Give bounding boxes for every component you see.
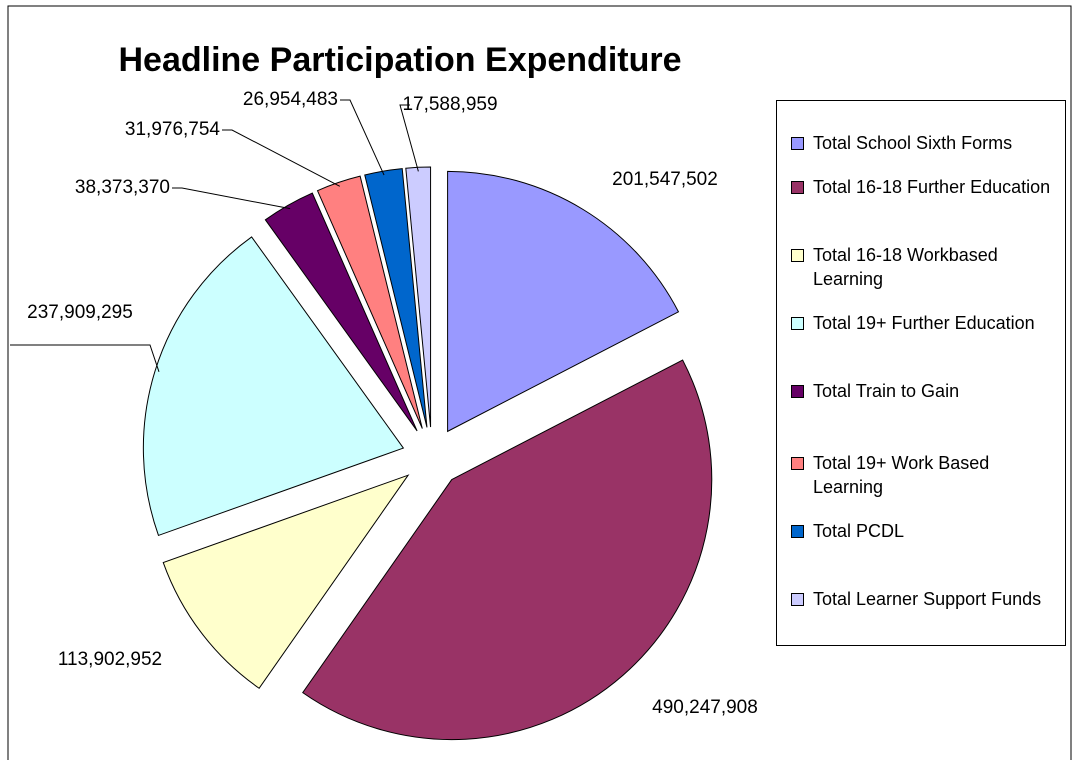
data-label: 38,373,370 bbox=[75, 177, 170, 198]
legend-label: Total Train to Gain bbox=[813, 381, 960, 401]
legend-label: Total 19+ Further Education bbox=[813, 313, 1035, 333]
legend: Total School Sixth Forms Total 16-18 Furt… bbox=[776, 100, 1066, 646]
data-label: 26,954,483 bbox=[243, 89, 338, 110]
leader-line bbox=[222, 129, 341, 187]
legend-swatch bbox=[791, 249, 804, 262]
legend-label: Total Learner Support Funds bbox=[813, 589, 1042, 609]
data-label: 201,547,502 bbox=[612, 169, 718, 190]
legend-swatch bbox=[791, 385, 804, 398]
leader-line bbox=[172, 187, 291, 210]
data-label: 31,976,754 bbox=[125, 119, 221, 140]
leader-line bbox=[10, 344, 160, 372]
legend-label: Total 19+ Work Based Learning bbox=[813, 453, 990, 497]
pie-slice bbox=[364, 168, 428, 428]
legend-label: Total 16-18 Further Education bbox=[813, 177, 1051, 197]
legend-swatch bbox=[791, 317, 804, 330]
chart-title: Headline Participation Expenditure bbox=[118, 41, 681, 79]
legend-swatch bbox=[791, 137, 804, 150]
data-label: 490,247,908 bbox=[652, 697, 758, 718]
pie-slice bbox=[162, 474, 410, 689]
legend-label: Total PCDL bbox=[813, 521, 905, 541]
leader-line bbox=[399, 104, 419, 172]
pie-slice bbox=[316, 175, 423, 429]
pie-slice bbox=[405, 166, 432, 428]
pie-slice bbox=[264, 192, 418, 432]
leader-line bbox=[340, 99, 385, 176]
legend-swatch bbox=[791, 525, 804, 538]
pie-slice bbox=[142, 236, 405, 537]
pie-slice bbox=[447, 170, 680, 433]
pie-slice bbox=[302, 359, 713, 741]
legend-swatch bbox=[791, 457, 804, 470]
data-label: 113,902,952 bbox=[58, 649, 162, 670]
legend-label: Total School Sixth Forms bbox=[813, 133, 1013, 153]
legend-label: Total 16-18 Workbased Learning bbox=[813, 245, 998, 289]
legend-swatch bbox=[791, 181, 804, 194]
legend-swatch bbox=[791, 593, 804, 606]
data-label: 237,909,295 bbox=[27, 302, 133, 323]
data-label: 17,588,959 bbox=[402, 94, 497, 115]
